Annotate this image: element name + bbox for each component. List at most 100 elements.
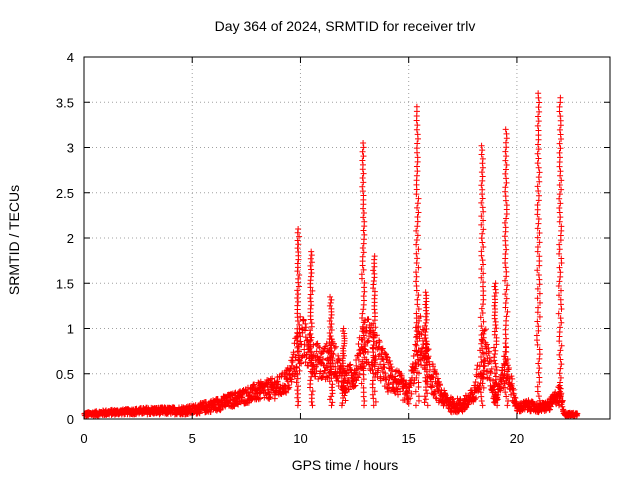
data-point bbox=[552, 389, 559, 396]
data-point bbox=[556, 204, 563, 211]
data-point bbox=[359, 157, 366, 164]
data-point bbox=[397, 388, 404, 395]
data-point bbox=[416, 356, 423, 363]
data-point bbox=[293, 370, 300, 377]
data-point bbox=[355, 341, 362, 348]
data-point bbox=[414, 351, 421, 358]
data-point bbox=[480, 226, 487, 233]
data-point bbox=[478, 169, 485, 176]
data-point bbox=[371, 373, 378, 380]
data-point bbox=[534, 341, 541, 348]
data-point bbox=[294, 344, 301, 351]
data-point bbox=[360, 179, 367, 186]
data-point bbox=[479, 239, 486, 246]
data-point bbox=[479, 380, 486, 387]
data-point bbox=[535, 174, 542, 181]
data-point bbox=[307, 327, 314, 334]
data-point bbox=[255, 396, 262, 403]
data-point bbox=[503, 357, 510, 364]
data-point bbox=[355, 356, 362, 363]
data-point bbox=[360, 170, 367, 177]
data-point bbox=[480, 217, 487, 224]
data-point bbox=[327, 299, 334, 306]
data-point bbox=[386, 358, 393, 365]
data-point bbox=[309, 366, 316, 373]
data-point bbox=[492, 286, 499, 293]
data-point bbox=[432, 394, 439, 401]
data-point bbox=[353, 366, 360, 373]
data-point bbox=[351, 383, 358, 390]
data-point bbox=[414, 333, 421, 340]
data-point bbox=[328, 363, 335, 370]
data-point bbox=[359, 358, 366, 365]
data-point bbox=[556, 103, 563, 110]
data-point bbox=[492, 280, 499, 287]
data-point bbox=[422, 319, 429, 326]
data-point bbox=[369, 327, 376, 334]
data-point bbox=[480, 270, 487, 277]
data-point bbox=[534, 295, 541, 302]
data-point bbox=[370, 331, 377, 338]
data-point bbox=[414, 223, 421, 230]
data-point bbox=[557, 200, 564, 207]
data-point bbox=[327, 333, 334, 340]
data-point bbox=[296, 271, 303, 278]
data-point bbox=[557, 347, 564, 354]
data-point bbox=[307, 262, 314, 269]
data-point bbox=[536, 374, 543, 381]
data-point bbox=[335, 352, 342, 359]
data-point bbox=[361, 398, 368, 405]
data-point bbox=[289, 372, 296, 379]
data-point bbox=[295, 283, 302, 290]
data-point bbox=[535, 104, 542, 111]
data-point bbox=[361, 218, 368, 225]
data-point bbox=[535, 369, 542, 376]
data-point bbox=[557, 131, 564, 138]
data-point bbox=[384, 354, 391, 361]
data-point bbox=[360, 293, 367, 300]
data-point bbox=[283, 389, 290, 396]
data-point bbox=[359, 183, 366, 190]
data-point bbox=[501, 362, 508, 369]
data-point bbox=[535, 402, 542, 409]
data-point bbox=[536, 230, 543, 237]
data-point bbox=[477, 389, 484, 396]
data-point bbox=[512, 395, 519, 402]
data-point bbox=[534, 234, 541, 241]
x-tick-label: 5 bbox=[189, 431, 196, 446]
data-point bbox=[556, 154, 563, 161]
data-point bbox=[535, 188, 542, 195]
data-point bbox=[413, 241, 420, 248]
data-point bbox=[417, 313, 424, 320]
data-point bbox=[307, 291, 314, 298]
data-point bbox=[266, 390, 273, 397]
data-point bbox=[536, 346, 543, 353]
data-point bbox=[472, 378, 479, 385]
x-tick-label: 0 bbox=[80, 431, 87, 446]
data-point bbox=[558, 287, 565, 294]
data-point bbox=[415, 209, 422, 216]
data-point bbox=[288, 378, 295, 385]
data-point bbox=[300, 317, 307, 324]
data-point bbox=[360, 363, 367, 370]
data-point bbox=[423, 384, 430, 391]
data-point bbox=[360, 249, 367, 256]
data-point bbox=[558, 186, 565, 193]
data-point bbox=[558, 361, 565, 368]
data-point bbox=[352, 382, 359, 389]
data-point bbox=[370, 320, 377, 327]
data-point bbox=[370, 338, 377, 345]
data-point bbox=[414, 200, 421, 207]
data-point bbox=[408, 390, 415, 397]
data-point bbox=[307, 295, 314, 302]
data-point bbox=[535, 146, 542, 153]
data-point bbox=[558, 319, 565, 326]
data-point bbox=[389, 366, 396, 373]
data-point bbox=[326, 396, 333, 403]
data-point bbox=[546, 406, 553, 413]
data-point bbox=[371, 270, 378, 277]
data-point bbox=[493, 367, 500, 374]
data-point bbox=[492, 360, 499, 367]
data-point bbox=[308, 320, 315, 327]
data-point bbox=[328, 348, 335, 355]
